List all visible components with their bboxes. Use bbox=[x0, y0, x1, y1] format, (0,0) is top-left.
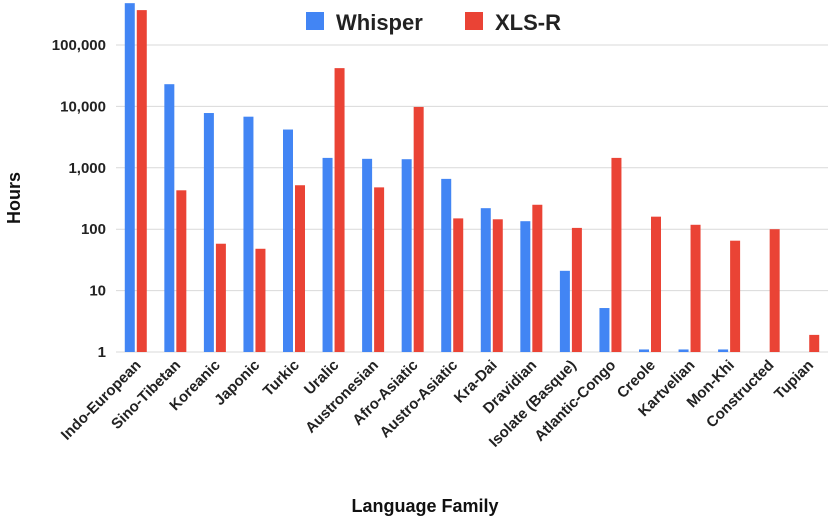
bar-xls-r-atlantic-congo bbox=[611, 157, 622, 352]
bar-xls-r-austronesian bbox=[374, 187, 385, 352]
bar-xls-r-turkic bbox=[295, 185, 305, 352]
y-tick-label: 10 bbox=[89, 283, 106, 300]
bar-xls-r-austro-asiatic bbox=[453, 218, 464, 352]
legend-swatch-whisper bbox=[306, 12, 324, 30]
legend-swatch-xlsr bbox=[465, 12, 483, 30]
bar-whisper-afro-asiatic bbox=[401, 159, 412, 352]
bar-whisper-kra-dai bbox=[480, 208, 491, 352]
bar-xls-r-kra-dai bbox=[492, 219, 503, 352]
bar-xls-r-creole bbox=[651, 216, 661, 352]
bar-whisper-indo-european bbox=[124, 3, 135, 353]
bar-whisper-koreanic bbox=[203, 113, 214, 352]
bar-whisper-turkic bbox=[283, 129, 293, 352]
bar-xls-r-isolate-basque- bbox=[571, 227, 582, 352]
bar-xls-r-afro-asiatic bbox=[413, 106, 424, 352]
bar-whisper-isolate-basque- bbox=[559, 270, 570, 352]
legend-label-xlsr: XLS-R bbox=[495, 10, 561, 35]
x-axis-ticks: Indo-EuropeanSino-TibetanKoreanicJaponic… bbox=[58, 357, 817, 451]
y-tick-label: 1 bbox=[98, 344, 106, 361]
bar-whisper-uralic bbox=[322, 157, 333, 352]
y-tick-label: 100,000 bbox=[52, 37, 106, 54]
y-tick-label: 1,000 bbox=[68, 160, 106, 177]
bar-xls-r-kartvelian bbox=[690, 224, 701, 352]
bar-xls-r-uralic bbox=[334, 68, 345, 352]
bar-whisper-austronesian bbox=[362, 158, 373, 352]
legend: Whisper XLS-R bbox=[306, 10, 561, 35]
bar-whisper-sino-tibetan bbox=[164, 84, 175, 352]
bar-whisper-creole bbox=[639, 349, 649, 352]
bar-xls-r-dravidian bbox=[532, 204, 543, 352]
bars bbox=[124, 3, 820, 353]
y-axis-ticks: 1 10 100 1,000 10,000 100,000 bbox=[52, 37, 106, 361]
y-tick-label: 10,000 bbox=[60, 98, 106, 115]
y-tick-label: 100 bbox=[81, 221, 106, 238]
x-tick-label: Tupian bbox=[771, 357, 817, 403]
legend-label-whisper: Whisper bbox=[336, 10, 423, 35]
gridlines bbox=[116, 44, 828, 353]
bar-xls-r-japonic bbox=[255, 248, 266, 352]
x-tick-label: Turkic bbox=[260, 357, 303, 400]
bar-whisper-japonic bbox=[243, 116, 254, 352]
bar-whisper-dravidian bbox=[520, 221, 531, 352]
bar-xls-r-constructed bbox=[769, 229, 780, 352]
bar-whisper-kartvelian bbox=[678, 349, 689, 352]
y-axis-title: Hours bbox=[4, 172, 24, 224]
bar-xls-r-indo-european bbox=[136, 10, 147, 352]
x-axis-title: Language Family bbox=[351, 496, 498, 516]
bar-xls-r-sino-tibetan bbox=[176, 190, 187, 352]
bar-whisper-mon-khi bbox=[718, 349, 729, 352]
bar-xls-r-tupian bbox=[809, 334, 820, 352]
bar-whisper-atlantic-congo bbox=[599, 308, 610, 352]
bar-xls-r-mon-khi bbox=[730, 240, 741, 352]
bar-xls-r-koreanic bbox=[215, 243, 226, 352]
bar-whisper-austro-asiatic bbox=[441, 178, 452, 352]
